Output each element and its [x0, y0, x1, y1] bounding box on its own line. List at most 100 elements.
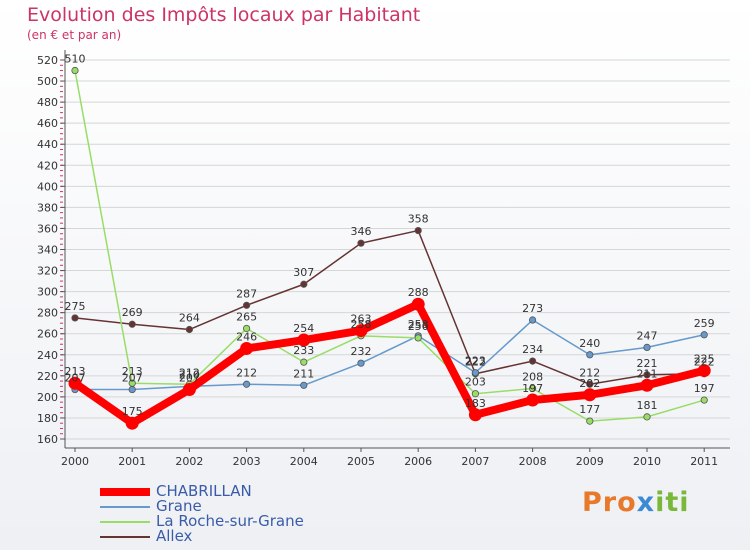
data-point-allex — [128, 320, 136, 328]
data-point-allex — [185, 325, 193, 334]
data-label-la-roche-sur-grane: 256 — [408, 320, 429, 333]
legend-swatch-la-roche-sur-grane — [100, 520, 150, 523]
data-label-grane: 273 — [522, 302, 543, 315]
data-label-allex: 264 — [179, 312, 200, 325]
data-label-la-roche-sur-grane: 203 — [465, 376, 486, 389]
y-tick-label: 480 — [37, 96, 58, 109]
legend-item-la-roche-sur-grane: La Roche-sur-Grane — [100, 514, 304, 529]
y-tick-label: 460 — [37, 117, 58, 130]
data-point-la-roche-sur-grane — [71, 66, 79, 75]
data-label-la-roche-sur-grane: 212 — [179, 366, 200, 379]
y-tick-label: 340 — [37, 244, 58, 257]
chart-title: Evolution des Impôts locaux par Habitant — [27, 4, 421, 26]
x-tick-label: 2010 — [633, 455, 661, 468]
data-point-chabrillan — [297, 333, 311, 347]
legend-swatch-grane — [100, 505, 150, 508]
y-tick-label: 380 — [37, 201, 58, 214]
data-point-chabrillan — [354, 324, 368, 338]
x-tick-label: 2008 — [519, 455, 547, 468]
data-point-chabrillan — [526, 393, 540, 407]
legend: CHABRILLAN Grane La Roche-sur-Grane Alle… — [100, 484, 304, 544]
y-tick-label: 400 — [37, 180, 58, 193]
chart-subtitle: (en € et par an) — [27, 28, 122, 42]
proxiti-logo: Proxiti — [582, 487, 690, 518]
data-point-la-roche-sur-grane — [643, 413, 651, 421]
data-point-chabrillan — [182, 383, 196, 397]
data-label-grane: 223 — [465, 355, 486, 368]
data-label-chabrillan: 254 — [293, 322, 314, 335]
data-point-allex — [300, 280, 308, 288]
data-point-chabrillan — [125, 416, 139, 430]
data-label-allex: 307 — [293, 266, 314, 279]
legend-swatch-chabrillan — [100, 487, 150, 496]
legend-label: Grane — [156, 497, 202, 515]
data-label-allex: 221 — [637, 357, 658, 370]
legend-item-grane: Grane — [100, 499, 304, 514]
data-point-chabrillan — [697, 364, 711, 378]
legend-label: CHABRILLAN — [156, 482, 252, 500]
data-label-la-roche-sur-grane: 197 — [694, 382, 715, 395]
data-label-grane: 232 — [351, 345, 372, 358]
x-tick-label: 2009 — [576, 455, 604, 468]
y-tick-label: 280 — [37, 307, 58, 320]
data-point-allex — [243, 301, 251, 309]
data-point-la-roche-sur-grane — [528, 384, 537, 393]
data-label-grane: 258 — [408, 318, 429, 331]
data-label-grane: 207 — [122, 372, 143, 385]
data-label-la-roche-sur-grane: 181 — [637, 399, 658, 412]
legend-item-chabrillan: CHABRILLAN — [100, 484, 304, 499]
data-point-chabrillan — [583, 388, 597, 402]
data-label-chabrillan: 213 — [65, 365, 86, 378]
data-label-allex: 234 — [522, 343, 543, 356]
data-label-grane: 211 — [293, 367, 314, 380]
data-label-allex: 346 — [351, 225, 372, 238]
data-point-grane — [357, 359, 365, 367]
y-tick-label: 200 — [37, 391, 58, 404]
data-label-grane: 247 — [637, 329, 658, 342]
data-label-la-roche-sur-grane: 265 — [236, 310, 257, 323]
series-line-grane — [75, 319, 705, 391]
data-point-la-roche-sur-grane — [700, 396, 708, 404]
data-point-allex — [643, 371, 651, 379]
data-point-chabrillan — [68, 376, 82, 390]
y-tick-label: 320 — [37, 265, 58, 278]
data-point-grane — [300, 381, 308, 389]
data-label-chabrillan: 288 — [408, 286, 429, 299]
data-point-grane — [643, 343, 651, 352]
data-point-chabrillan — [411, 297, 425, 311]
data-point-la-roche-sur-grane — [471, 390, 479, 398]
data-label-chabrillan: 197 — [522, 382, 543, 395]
data-point-la-roche-sur-grane — [300, 358, 308, 366]
legend-label: La Roche-sur-Grane — [156, 512, 304, 530]
data-point-allex — [414, 226, 422, 235]
data-label-chabrillan: 207 — [179, 372, 200, 385]
data-label-allex: 222 — [694, 356, 715, 369]
data-label-chabrillan: 263 — [351, 313, 372, 326]
data-label-allex: 269 — [122, 306, 143, 319]
data-point-chabrillan — [640, 378, 654, 392]
data-point-chabrillan — [468, 408, 482, 422]
x-tick-label: 2001 — [118, 455, 146, 468]
legend-swatch-allex — [100, 535, 150, 538]
x-tick-label: 2004 — [290, 455, 318, 468]
y-tick-label: 240 — [37, 349, 58, 362]
data-label-grane: 240 — [579, 337, 600, 350]
y-tick-label: 160 — [37, 433, 58, 446]
series-line-la-roche-sur-grane — [74, 70, 705, 422]
data-label-chabrillan: 202 — [579, 377, 600, 390]
x-tick-label: 2007 — [461, 455, 489, 468]
y-tick-label: 440 — [37, 138, 58, 151]
data-label-chabrillan: 175 — [122, 405, 143, 418]
data-label-chabrillan: 246 — [236, 330, 257, 343]
y-tick-label: 300 — [37, 286, 58, 299]
y-tick-label: 260 — [37, 328, 58, 341]
data-label-la-roche-sur-grane: 213 — [122, 365, 143, 378]
data-point-grane — [471, 369, 479, 377]
y-tick-label: 180 — [37, 412, 58, 425]
x-tick-label: 2006 — [404, 455, 432, 468]
data-point-la-roche-sur-grane — [586, 417, 594, 425]
data-label-allex: 222 — [465, 356, 486, 369]
data-label-allex: 275 — [65, 300, 86, 313]
series-line-chabrillan — [72, 300, 706, 428]
x-tick-label: 2000 — [61, 455, 89, 468]
